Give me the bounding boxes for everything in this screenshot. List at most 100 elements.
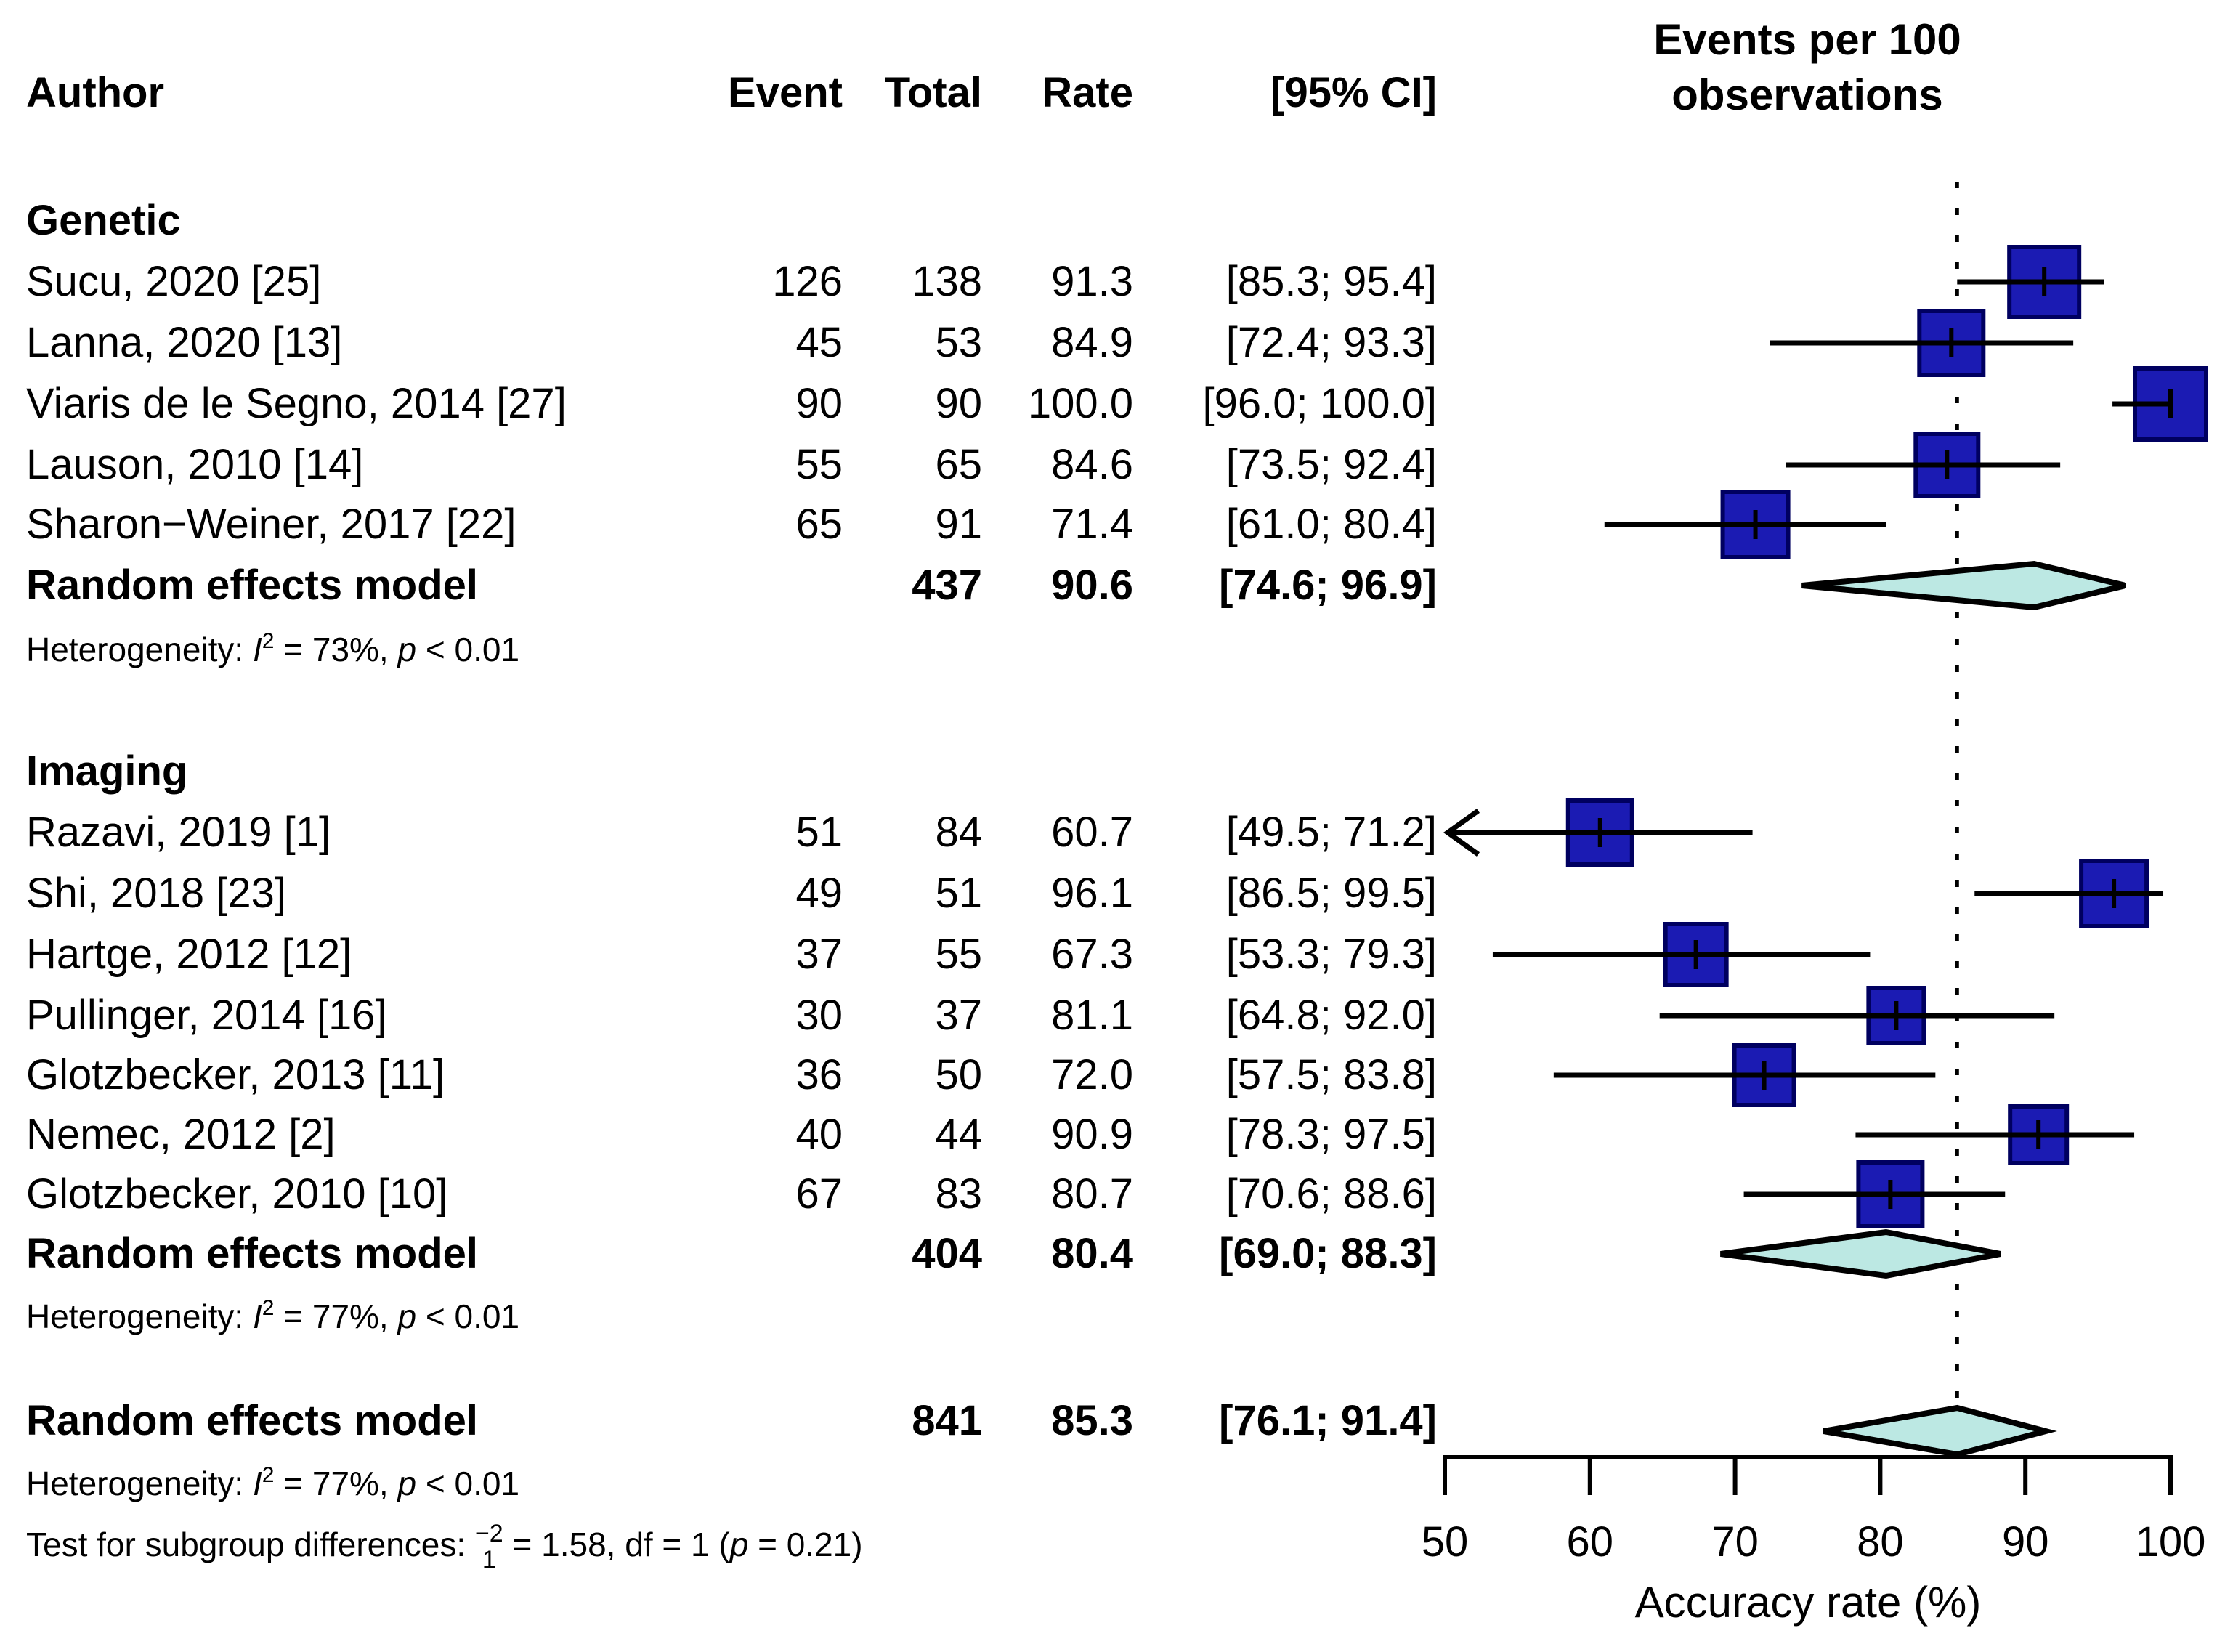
het-tail: < 0.01: [416, 1465, 520, 1502]
study-row: Lauson, 2010 [14] 55 65 84.6 [73.5; 92.4…: [0, 436, 1453, 494]
study-ci: [53.3; 79.3]: [1225, 931, 1437, 978]
study-row: Sharon−Weiner, 2017 [22] 65 91 71.4 [61.…: [0, 495, 1453, 554]
pooled-rate: 85.3: [1051, 1397, 1133, 1444]
study-row: Pullinger, 2014 [16] 30 37 81.1 [64.8; 9…: [0, 987, 1453, 1045]
study-author: Lanna, 2020 [13]: [26, 319, 343, 366]
study-author: Sucu, 2020 [25]: [26, 258, 322, 305]
study-row: Razavi, 2019 [1] 51 84 60.7 [49.5; 71.2]: [0, 803, 1453, 862]
study-row: Glotzbecker, 2013 [11] 36 50 72.0 [57.5;…: [0, 1046, 1453, 1104]
pooled-row-imaging: Random effects model 404 80.4 [69.0; 88.…: [0, 1225, 1453, 1283]
pooled-total: 404: [912, 1230, 982, 1277]
header-rate: Rate: [1042, 69, 1133, 116]
x-axis-tick-label: 80: [1857, 1518, 1904, 1566]
study-author: Viaris de le Segno, 2014 [27]: [26, 380, 567, 427]
study-rate: 100.0: [1027, 380, 1133, 427]
column-header-row: Author Event Total Rate [95% CI]: [0, 64, 1453, 122]
study-author: Pullinger, 2014 [16]: [26, 992, 387, 1039]
pooled-row-genetic: Random effects model 437 90.6 [74.6; 96.…: [0, 556, 1453, 615]
study-ci: [64.8; 92.0]: [1225, 992, 1437, 1039]
study-author: Razavi, 2019 [1]: [26, 809, 331, 856]
group-label-genetic: Genetic: [0, 192, 1453, 250]
het-prefix: Heterogeneity:: [26, 1465, 253, 1502]
study-rate: 60.7: [1051, 809, 1133, 856]
het-prefix: Heterogeneity:: [26, 631, 253, 668]
het-tail: < 0.01: [416, 1297, 520, 1335]
x-axis-tick-label: 100: [2136, 1518, 2206, 1566]
chi-square-statistic: −2 1: [474, 1520, 503, 1574]
het-mid: = 77%,: [274, 1465, 398, 1502]
pooled-ci: [69.0; 88.3]: [1219, 1230, 1437, 1277]
header-total: Total: [884, 69, 982, 116]
het-tail: < 0.01: [416, 631, 520, 668]
test-tail: = 0.21): [748, 1526, 863, 1563]
pooled-total: 437: [912, 562, 982, 609]
het-i2: I: [252, 631, 262, 668]
study-ci: [78.3; 97.5]: [1225, 1111, 1437, 1158]
study-ci: [73.5; 92.4]: [1225, 441, 1437, 488]
header-author: Author: [26, 69, 165, 116]
plot-title: Events per 100 observations: [1553, 12, 2062, 123]
study-event: 65: [795, 501, 843, 548]
het-prefix: Heterogeneity:: [26, 1297, 253, 1335]
group-label: Imaging: [26, 748, 188, 795]
study-ci: [57.5; 83.8]: [1225, 1051, 1437, 1098]
test-p: p: [729, 1526, 749, 1563]
het-p: p: [397, 1465, 417, 1502]
x-axis-tick-label: 60: [1567, 1518, 1614, 1566]
study-event: 90: [795, 380, 843, 427]
study-event: 51: [795, 809, 843, 856]
study-rate: 91.3: [1051, 258, 1133, 305]
het-p: p: [397, 1297, 417, 1335]
study-event: 30: [795, 992, 843, 1039]
het-mid: = 73%,: [274, 631, 398, 668]
header-ci: [95% CI]: [1270, 69, 1437, 116]
study-event: 37: [795, 931, 843, 978]
study-row: Glotzbecker, 2010 [10] 67 83 80.7 [70.6;…: [0, 1165, 1453, 1223]
study-author: Lauson, 2010 [14]: [26, 441, 364, 488]
study-rate: 67.3: [1051, 931, 1133, 978]
study-ci: [85.3; 95.4]: [1225, 258, 1437, 305]
study-rate: 71.4: [1051, 501, 1133, 548]
study-author: Hartge, 2012 [12]: [26, 931, 352, 978]
study-rate: 80.7: [1051, 1170, 1133, 1218]
study-event: 67: [795, 1170, 843, 1218]
study-event: 40: [795, 1111, 843, 1158]
het-p: p: [397, 631, 417, 668]
study-row: Viaris de le Segno, 2014 [27] 90 90 100.…: [0, 375, 1453, 433]
study-event: 36: [795, 1051, 843, 1098]
study-total: 91: [935, 501, 982, 548]
heterogeneity-note-overall: Heterogeneity: I2 = 77%, p < 0.01: [26, 1454, 519, 1513]
study-row: Nemec, 2012 [2] 40 44 90.9 [78.3; 97.5]: [0, 1106, 1453, 1164]
het-i2: I: [252, 1465, 262, 1502]
study-ci: [86.5; 99.5]: [1225, 870, 1437, 917]
group-label: Genetic: [26, 197, 181, 244]
study-event: 45: [795, 319, 843, 366]
pooled-ci: [76.1; 91.4]: [1219, 1397, 1437, 1444]
study-total: 51: [935, 870, 982, 917]
study-ci: [49.5; 71.2]: [1225, 809, 1437, 856]
heterogeneity-note-genetic: Heterogeneity: I2 = 73%, p < 0.01: [26, 620, 519, 679]
pooled-diamond: [1801, 560, 2126, 611]
study-row: Shi, 2018 [23] 49 51 96.1 [86.5; 99.5]: [0, 865, 1453, 923]
study-ci: [70.6; 88.6]: [1225, 1170, 1437, 1218]
header-event: Event: [728, 69, 843, 116]
study-total: 90: [935, 380, 982, 427]
study-rate: 84.9: [1051, 319, 1133, 366]
pooled-label: Random effects model: [26, 1230, 478, 1277]
het-sup: 2: [262, 1463, 275, 1487]
study-event: 55: [795, 441, 843, 488]
plot-title-line1: Events per 100: [1653, 15, 1961, 64]
study-total: 65: [935, 441, 982, 488]
study-author: Sharon−Weiner, 2017 [22]: [26, 501, 516, 548]
study-ci: [61.0; 80.4]: [1225, 501, 1437, 548]
study-author: Nemec, 2012 [2]: [26, 1111, 336, 1158]
study-total: 44: [935, 1111, 982, 1158]
study-row: Lanna, 2020 [13] 45 53 84.9 [72.4; 93.3]: [0, 314, 1453, 372]
study-rate: 72.0: [1051, 1051, 1133, 1098]
x-axis-tick-label: 50: [1422, 1518, 1469, 1566]
study-total: 50: [935, 1051, 982, 1098]
study-total: 84: [935, 809, 982, 856]
study-rate: 84.6: [1051, 441, 1133, 488]
study-rate: 81.1: [1051, 992, 1133, 1039]
